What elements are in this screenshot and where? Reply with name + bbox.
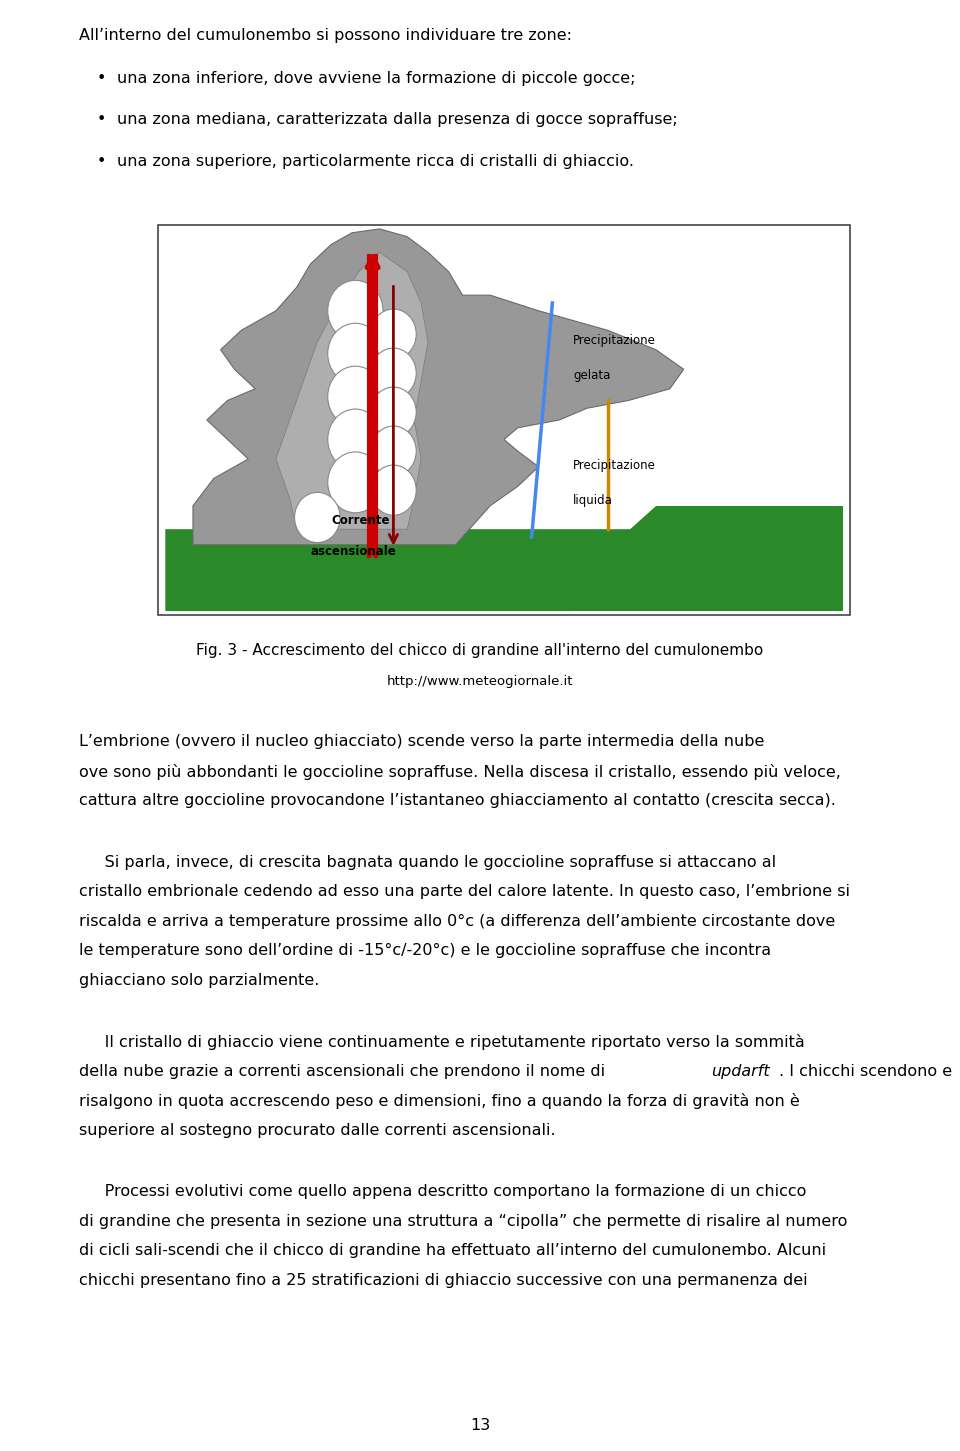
- Text: chicchi presentano fino a 25 stratificazioni di ghiaccio successive con una perm: chicchi presentano fino a 25 stratificaz…: [79, 1273, 807, 1288]
- Text: L’embrione (ovvero il nucleo ghiacciato) scende verso la parte intermedia della : L’embrione (ovvero il nucleo ghiacciato)…: [79, 734, 764, 749]
- Text: All’interno del cumulonembo si possono individuare tre zone:: All’interno del cumulonembo si possono i…: [79, 28, 572, 44]
- Text: •: •: [97, 154, 107, 168]
- Ellipse shape: [327, 451, 383, 512]
- Text: di grandine che presenta in sezione una struttura a “cipolla” che permette di ri: di grandine che presenta in sezione una …: [79, 1214, 848, 1229]
- Text: Si parla, invece, di crescita bagnata quando le goccioline sopraffuse si attacca: Si parla, invece, di crescita bagnata qu…: [79, 855, 776, 871]
- Text: Precipitazione: Precipitazione: [573, 459, 656, 472]
- Ellipse shape: [371, 348, 417, 398]
- Text: Processi evolutivi come quello appena descritto comportano la formazione di un c: Processi evolutivi come quello appena de…: [79, 1184, 806, 1200]
- Text: riscalda e arriva a temperature prossime allo 0°c (a differenza dell’ambiente ci: riscalda e arriva a temperature prossime…: [79, 914, 835, 929]
- Ellipse shape: [327, 409, 383, 470]
- Text: •: •: [97, 71, 107, 86]
- Text: una zona inferiore, dove avviene la formazione di piccole gocce;: una zona inferiore, dove avviene la form…: [117, 71, 636, 86]
- Text: gelata: gelata: [573, 369, 611, 382]
- Bar: [158, 225, 850, 615]
- Polygon shape: [276, 252, 428, 530]
- Text: cattura altre goccioline provocandone l’istantaneo ghiacciamento al contatto (cr: cattura altre goccioline provocandone l’…: [79, 794, 836, 808]
- Text: Il cristallo di ghiaccio viene continuamente e ripetutamente riportato verso la : Il cristallo di ghiaccio viene continuam…: [79, 1035, 804, 1051]
- Ellipse shape: [327, 280, 383, 341]
- Polygon shape: [193, 229, 684, 544]
- Text: 13: 13: [469, 1418, 491, 1434]
- Text: ascensionale: ascensionale: [310, 544, 396, 557]
- Ellipse shape: [371, 466, 417, 515]
- Text: •: •: [97, 112, 107, 128]
- Text: cristallo embrionale cedendo ad esso una parte del calore latente. In questo cas: cristallo embrionale cedendo ad esso una…: [79, 885, 850, 900]
- Text: una zona mediana, caratterizzata dalla presenza di gocce sopraffuse;: una zona mediana, caratterizzata dalla p…: [117, 112, 678, 128]
- Text: Precipitazione: Precipitazione: [573, 334, 656, 347]
- Text: Fig. 3 - Accrescimento del chicco di grandine all'interno del cumulonembo: Fig. 3 - Accrescimento del chicco di gra…: [197, 643, 763, 657]
- Text: . I chicchi scendono e: . I chicchi scendono e: [779, 1064, 951, 1080]
- Ellipse shape: [327, 366, 383, 427]
- Text: ghiacciano solo parzialmente.: ghiacciano solo parzialmente.: [79, 974, 320, 988]
- Ellipse shape: [371, 427, 417, 476]
- Text: liquida: liquida: [573, 495, 613, 506]
- Polygon shape: [539, 506, 843, 611]
- Text: risalgono in quota accrescendo peso e dimensioni, fino a quando la forza di grav: risalgono in quota accrescendo peso e di…: [79, 1094, 800, 1110]
- Text: di cicli sali-scendi che il chicco di grandine ha effettuato all’interno del cum: di cicli sali-scendi che il chicco di gr…: [79, 1244, 827, 1258]
- Text: http://www.meteogiornale.it: http://www.meteogiornale.it: [387, 675, 573, 688]
- Ellipse shape: [371, 309, 417, 360]
- Text: della nube grazie a correnti ascensionali che prendono il nome di: della nube grazie a correnti ascensional…: [79, 1064, 611, 1080]
- Text: superiore al sostegno procurato dalle correnti ascensionali.: superiore al sostegno procurato dalle co…: [79, 1123, 556, 1138]
- Text: updarft: updarft: [711, 1064, 770, 1080]
- Text: Corrente: Corrente: [331, 514, 390, 527]
- Text: ove sono più abbondanti le goccioline sopraffuse. Nella discesa il cristallo, es: ove sono più abbondanti le goccioline so…: [79, 763, 841, 781]
- Text: una zona superiore, particolarmente ricca di cristalli di ghiaccio.: una zona superiore, particolarmente ricc…: [117, 154, 634, 168]
- Polygon shape: [165, 530, 677, 611]
- Text: le temperature sono dell’ordine di -15°c/-20°c) e le goccioline sopraffuse che i: le temperature sono dell’ordine di -15°c…: [79, 943, 771, 959]
- Ellipse shape: [371, 387, 417, 437]
- Ellipse shape: [295, 492, 340, 543]
- Ellipse shape: [327, 324, 383, 385]
